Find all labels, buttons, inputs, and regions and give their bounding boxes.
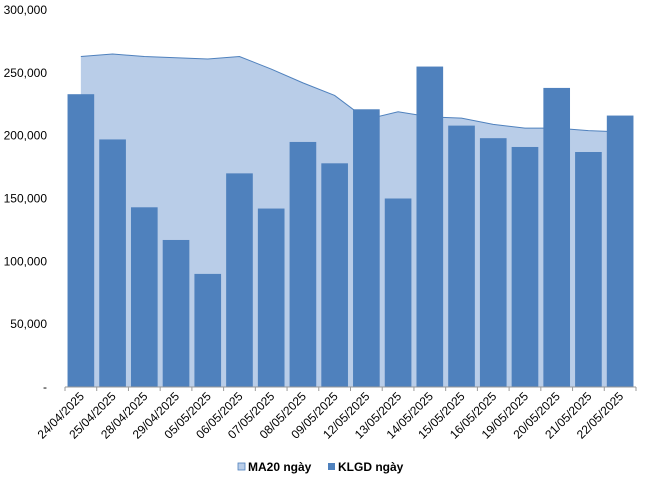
- klgd-bar: [448, 125, 475, 387]
- klgd-bar: [543, 87, 571, 387]
- y-tick-label: 200,000: [4, 129, 48, 143]
- legend: MA20 ngày KLGD ngày: [237, 460, 404, 474]
- klgd-bar: [575, 152, 602, 387]
- y-tick-label: -: [43, 380, 47, 394]
- y-tick-label: 150,000: [4, 192, 48, 206]
- klgd-bar: [479, 138, 507, 387]
- klgd-bar: [226, 173, 253, 387]
- klgd-bar: [162, 239, 190, 387]
- klgd-bar-layer: [67, 66, 634, 388]
- klgd-bar: [416, 66, 444, 388]
- y-tick-label: 300,000: [4, 3, 48, 17]
- ma20-area: [80, 53, 621, 387]
- legend-swatch-klgd: [328, 463, 335, 470]
- klgd-bar: [130, 207, 158, 387]
- legend-label-ma20: MA20 ngày: [248, 460, 312, 474]
- klgd-bar: [289, 141, 317, 387]
- klgd-bar: [353, 109, 380, 387]
- klgd-bar: [606, 115, 634, 387]
- y-tick-label: 250,000: [4, 66, 48, 80]
- y-tick-label: 50,000: [10, 317, 47, 331]
- y-tick-label: 100,000: [4, 254, 48, 268]
- legend-label-klgd: KLGD ngày: [338, 460, 404, 474]
- legend-swatch-ma20: [237, 462, 246, 471]
- x-axis-tick-labels: 24/04/202525/04/202528/04/202529/04/2025…: [35, 387, 637, 442]
- klgd-bar: [99, 139, 126, 387]
- ma20-line: [80, 53, 621, 133]
- klgd-bar: [67, 94, 95, 388]
- klgd-bar: [257, 208, 285, 387]
- y-axis-tick-labels: - 50,000 100,000 150,000 200,000 250,000 300,0…: [4, 3, 48, 394]
- klgd-bar: [321, 163, 348, 387]
- klgd-bar: [194, 273, 222, 387]
- klgd-bar: [511, 146, 539, 387]
- klgd-bar: [384, 198, 412, 387]
- ma20-area-layer: [80, 53, 621, 387]
